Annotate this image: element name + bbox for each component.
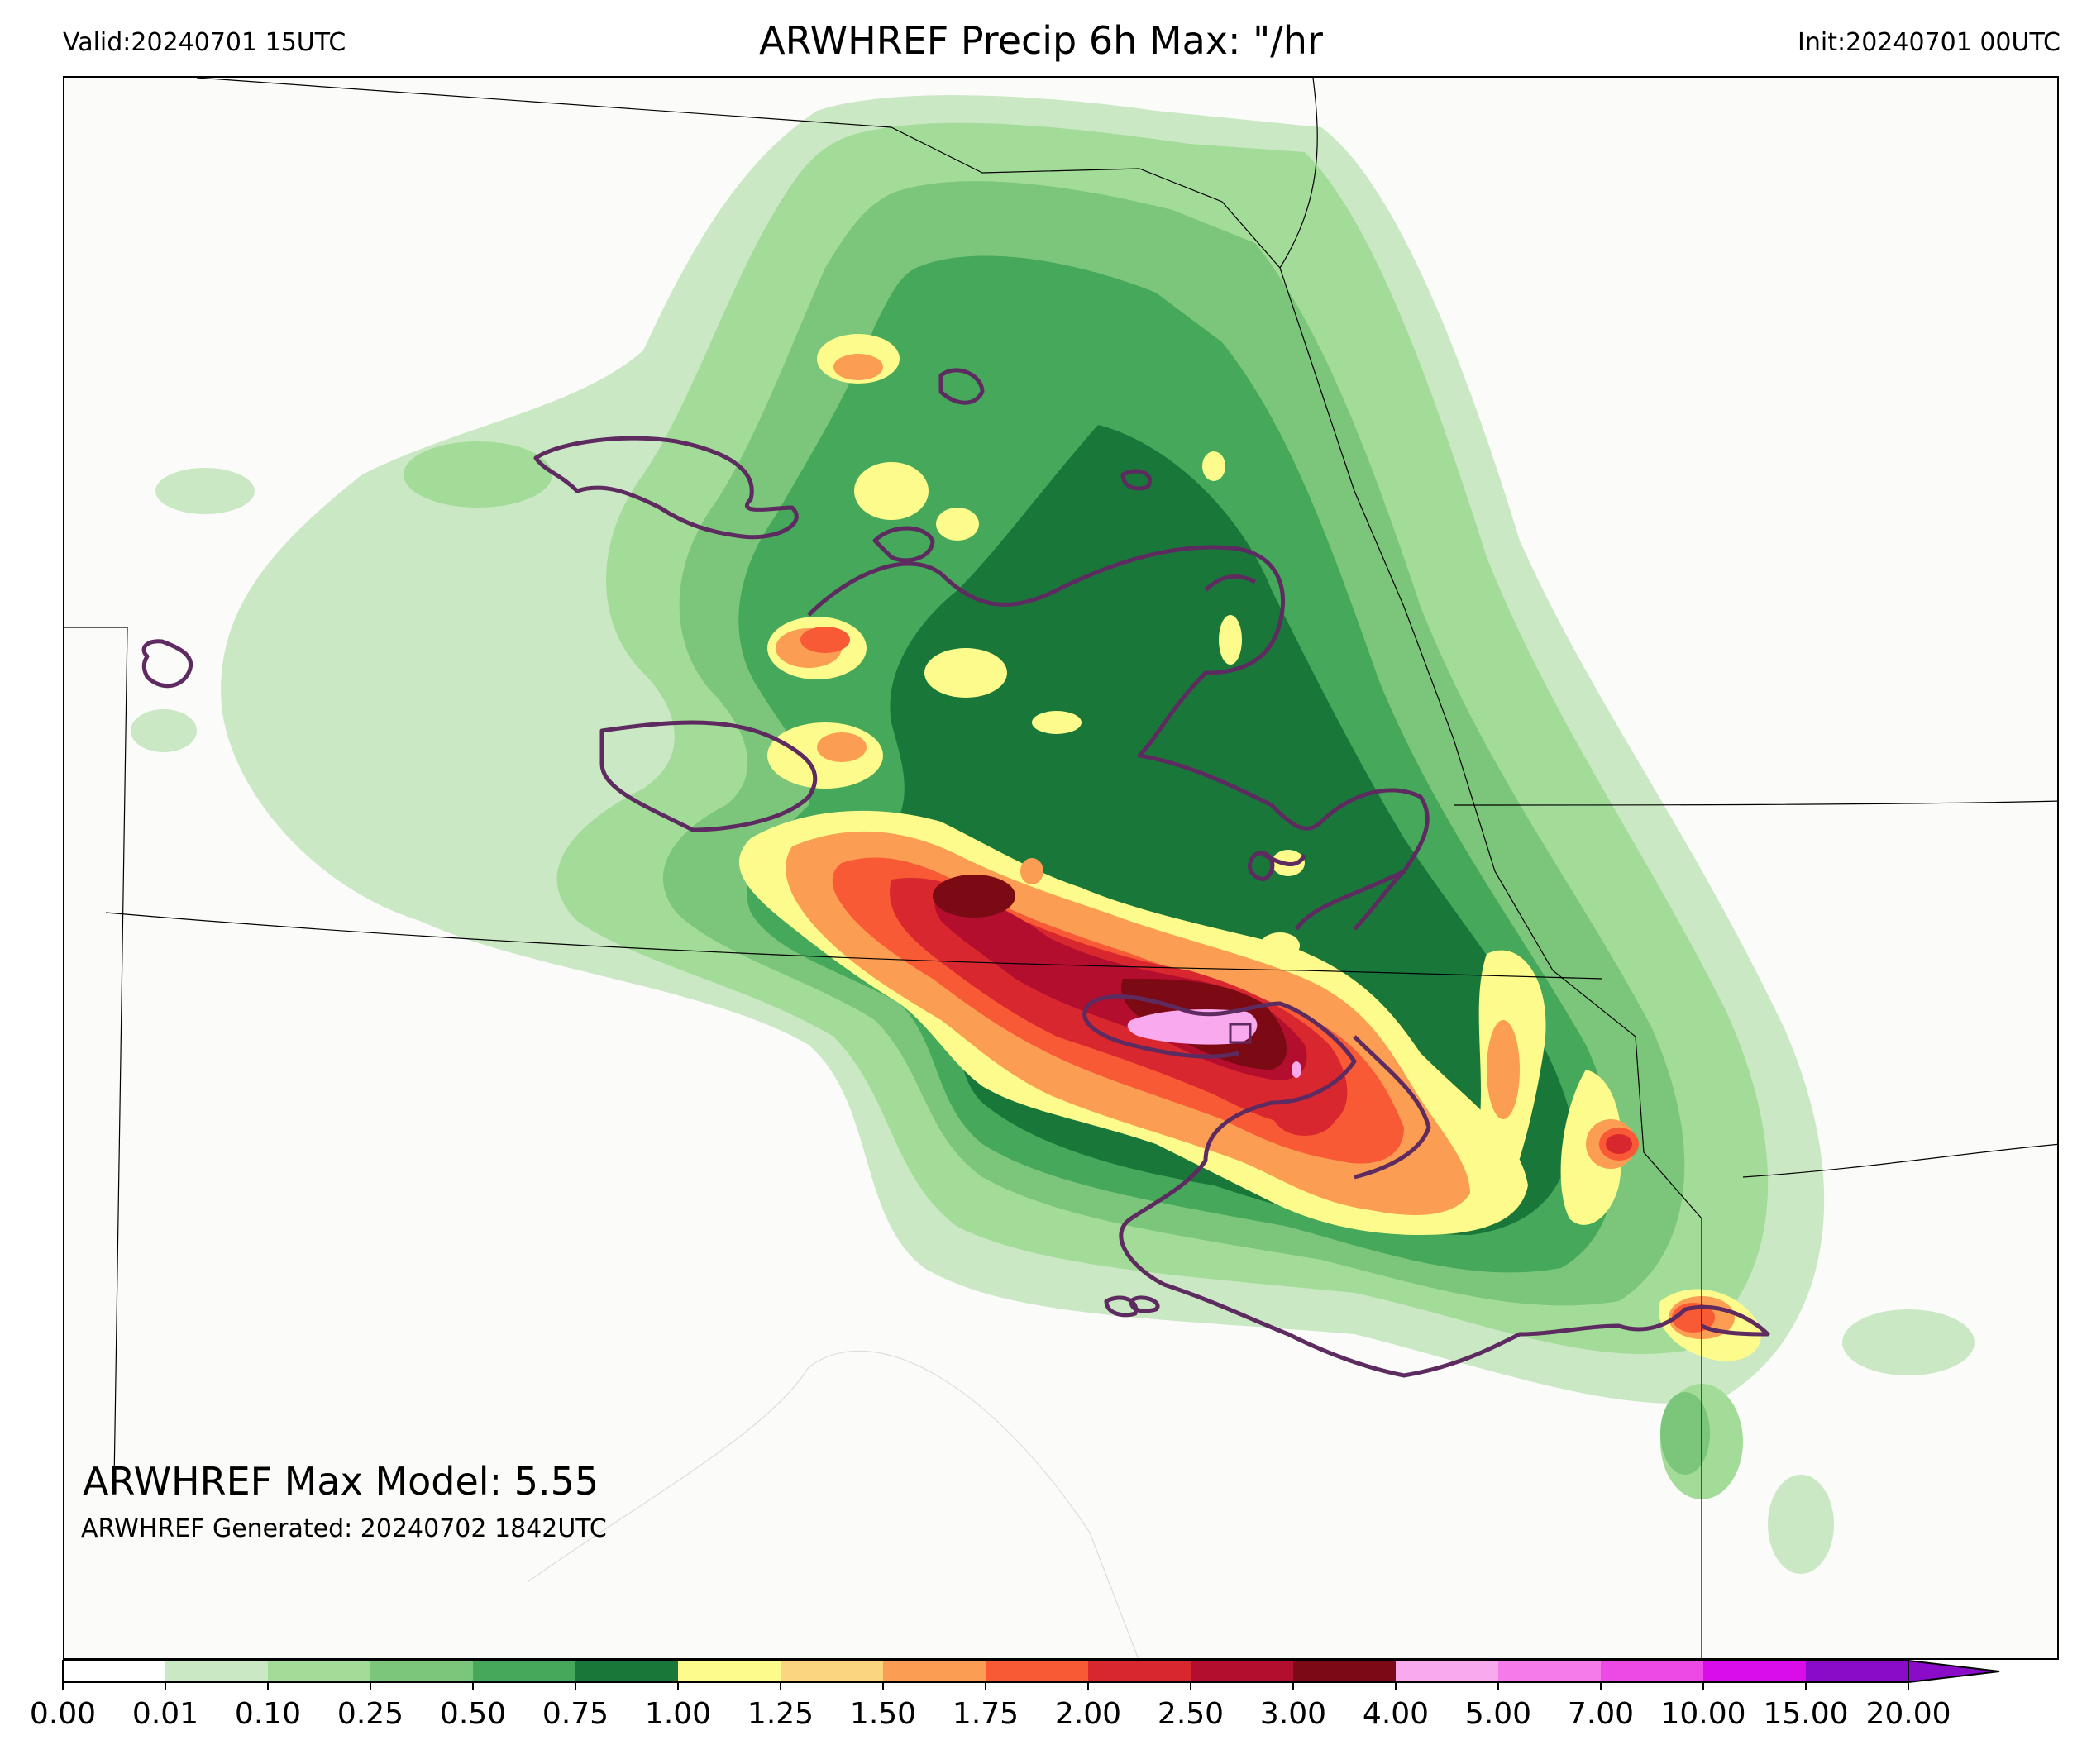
river-lines [527,1350,1139,1658]
colorbar-tick-label: 15.00 [1763,1697,1848,1731]
colorbar-swatch [1396,1661,1499,1682]
valid-time-label: Valid:20240701 15UTC [63,28,346,57]
colorbar-swatch [678,1661,781,1682]
colorbar-swatch [370,1661,474,1682]
colorbar-tick-label: 5.00 [1465,1697,1531,1731]
state-boundaries [64,78,2057,1658]
colorbar-swatch [1293,1661,1397,1682]
colorbar-tick-label: 0.10 [235,1697,301,1731]
colorbar-tick-label: 0.25 [337,1697,404,1731]
colorbar-tick-label: 4.00 [1363,1697,1429,1731]
colorbar-swatch [1088,1661,1191,1682]
colorbar-swatch [1498,1661,1602,1682]
colorbar-tick-label: 0.50 [440,1697,506,1731]
colorbar-tick-label: 2.00 [1055,1697,1121,1731]
colorbar-tick-label: 1.25 [747,1697,814,1731]
colorbar-swatch [1601,1661,1704,1682]
init-time-label: Init:20240701 00UTC [1798,28,2061,57]
probability-contours [141,368,1770,1378]
colorbar-tick-label: 20.00 [1865,1697,1951,1731]
map-title: ARWHREF Precip 6h Max: "/hr [759,18,1323,63]
colorbar-tick-label: 0.01 [132,1697,198,1731]
map-canvas [64,78,2057,1658]
colorbar-tick-label: 3.00 [1260,1697,1326,1731]
colorbar-swatch [1191,1661,1294,1682]
colorbar-swatch [165,1661,269,1682]
colorbar-tick-label: 1.75 [953,1697,1019,1731]
colorbar-tick-label: 7.00 [1568,1697,1634,1731]
colorbar-tick-label: 10.00 [1660,1697,1745,1731]
colorbar-swatch [268,1661,371,1682]
colorbar-swatch [575,1661,679,1682]
generated-label: ARWHREF Generated: 20240702 1842UTC [81,1514,607,1543]
colorbar-swatch [473,1661,576,1682]
colorbar: 0.00 0.01 0.10 0.25 0.50 0.75 1.00 1.25 1.50 1.75… [30,1659,2000,1731]
colorbar-swatch [1806,1661,1909,1682]
max-location-marker [1229,1023,1252,1044]
colorbar-swatch [781,1661,884,1682]
max-model-label: ARWHREF Max Model: 5.55 [83,1459,599,1504]
colorbar-swatches [63,1661,1909,1682]
colorbar-tick-label: 1.00 [645,1697,711,1731]
colorbar-swatch [986,1661,1089,1682]
colorbar-tick-label: 0.00 [30,1697,96,1731]
colorbar-swatch [1703,1661,1807,1682]
colorbar-tick-label: 0.75 [542,1697,609,1731]
precipitation-map [63,76,2059,1660]
colorbar-swatch [883,1661,986,1682]
colorbar-tick-label: 2.50 [1158,1697,1224,1731]
colorbar-ticks: 0.00 0.01 0.10 0.25 0.50 0.75 1.00 1.25 1.50 1.75… [30,1682,1951,1731]
colorbar-extend-arrow [1908,1659,2000,1684]
colorbar-swatch [63,1661,166,1682]
precip-field-5.00 [1127,1009,1301,1078]
colorbar-tick-label: 1.50 [850,1697,916,1731]
